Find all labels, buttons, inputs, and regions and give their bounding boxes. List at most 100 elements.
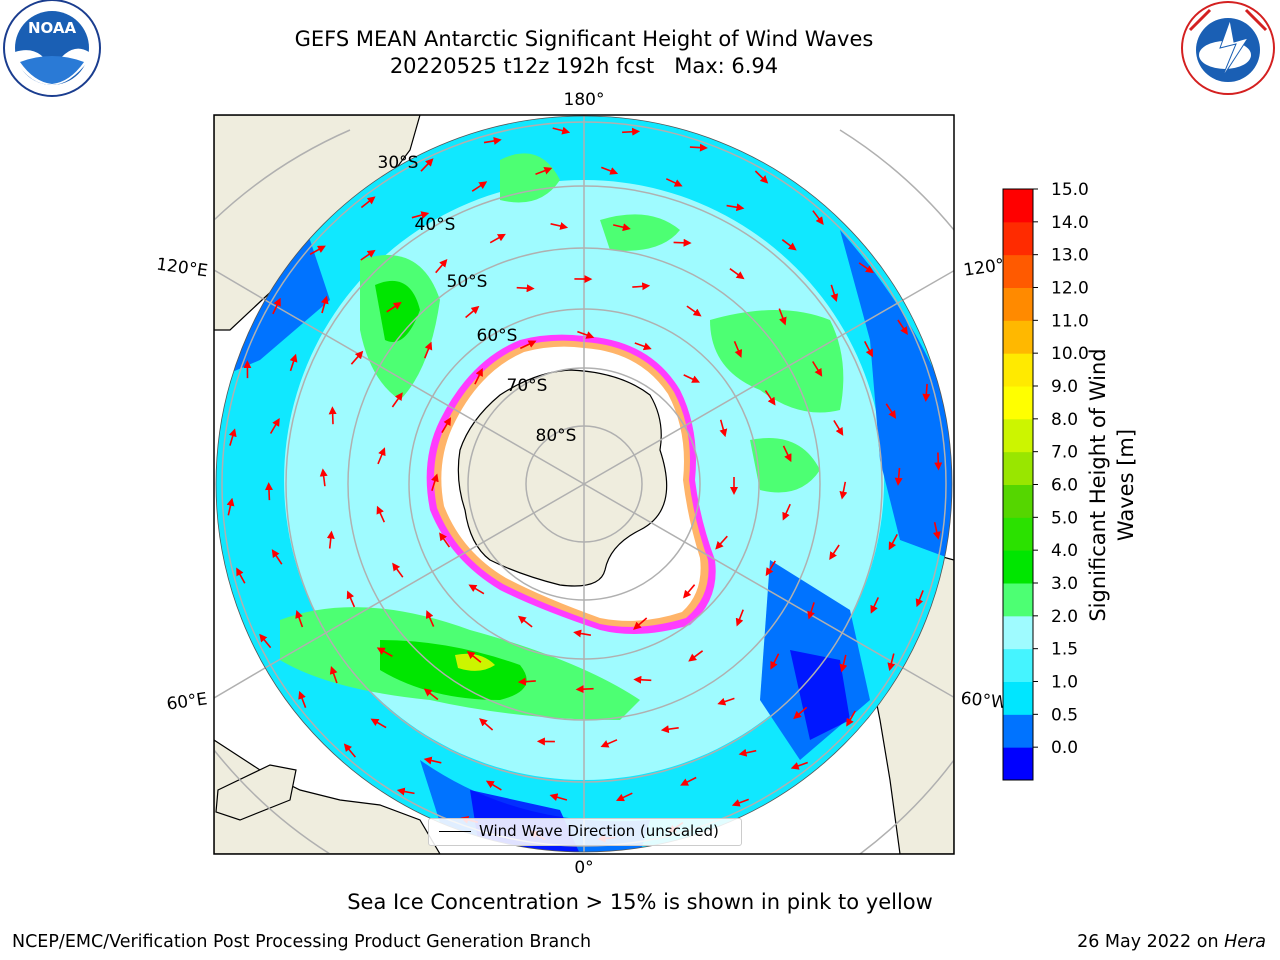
wind-wave-arrow — [846, 710, 856, 727]
wind-wave-arrow — [622, 127, 641, 136]
colorbar-bin — [1003, 681, 1033, 715]
colorbar-bin — [1003, 451, 1033, 485]
colorbar-tick-label: 13.0 — [1051, 246, 1089, 266]
wind-wave-arrow — [423, 688, 439, 701]
wave-green-north2 — [600, 214, 680, 251]
wind-wave-arrow — [858, 262, 874, 274]
wind-wave-arrow — [309, 245, 326, 256]
wind-wave-arrow — [764, 390, 776, 406]
wind-wave-arrow — [660, 725, 679, 734]
wind-wave-arrow — [485, 780, 502, 791]
legend-line-swatch — [439, 831, 471, 832]
lon-label-60e: 60°E — [165, 689, 208, 714]
wind-wave-arrow — [830, 284, 839, 303]
wind-wave-arrow — [320, 295, 329, 314]
colorbar-bin — [1003, 418, 1033, 453]
wind-wave-arrow — [632, 282, 651, 291]
wind-wave-arrow — [392, 562, 404, 578]
wind-wave-arrow — [516, 284, 535, 293]
wind-wave-arrow — [236, 567, 246, 584]
map-title: GEFS MEAN Antarctic Significant Height o… — [294, 27, 874, 51]
wave-green-east2 — [750, 438, 820, 493]
wind-wave-arrow — [735, 609, 744, 627]
colorbar-bin — [1003, 386, 1033, 420]
colorbar-tick-label: 8.0 — [1051, 410, 1078, 430]
colorbar-bin — [1003, 287, 1033, 321]
lon-label-60w: 60°W — [960, 689, 1009, 714]
wind-wave-arrow — [601, 166, 619, 175]
wind-wave-arrow — [793, 706, 808, 720]
wind-wave-arrow — [329, 666, 338, 684]
wind-wave-arrow — [552, 126, 571, 135]
wind-wave-arrow — [465, 305, 480, 319]
lon-label-120w: 120° — [962, 255, 1005, 281]
wind-wave-arrow — [425, 610, 435, 627]
wave-green-east — [710, 310, 844, 413]
wind-wave-arrow — [729, 268, 745, 280]
lat-label-40s: 40°S — [415, 215, 456, 235]
wind-wave-arrow — [782, 445, 792, 463]
wind-wave-arrow — [934, 452, 943, 471]
wind-wave-arrow — [466, 651, 482, 663]
wind-wave-arrow — [226, 497, 235, 516]
wind-wave-arrow — [790, 761, 808, 770]
wind-wave-arrow — [897, 319, 908, 336]
wave-green-indian-core — [380, 640, 527, 700]
wind-wave-arrow — [894, 467, 903, 486]
wind-wave-arrow — [468, 584, 485, 595]
wind-wave-arrow — [298, 690, 307, 708]
wind-wave-arrow — [328, 406, 337, 425]
wind-wave-arrow — [731, 798, 749, 807]
wind-wave-arrow — [615, 792, 633, 802]
colorbar-bin — [1003, 353, 1033, 387]
sea-ice-caption: Sea Ice Concentration > 15% is shown in … — [347, 890, 933, 914]
colorbar-bin — [1003, 615, 1033, 650]
colorbar-tick-label: 12.0 — [1051, 279, 1089, 299]
run-date: 26 May 2022 on Hera — [1077, 932, 1266, 952]
wind-wave-arrow — [839, 654, 848, 673]
wind-wave-arrow — [829, 544, 840, 561]
colorbar-tick-label: 15.0 — [1051, 180, 1089, 200]
colorbar-tick-label: 1.0 — [1051, 673, 1078, 693]
colorbar-tick-label: 11.0 — [1051, 311, 1089, 331]
wind-wave-arrow — [350, 350, 364, 365]
lat-label-60s: 60°S — [477, 326, 518, 346]
wind-wave-arrow — [634, 342, 652, 351]
wind-wave-arrow — [683, 584, 696, 599]
credit-text: NCEP/EMC/Verification Post Processing Pr… — [12, 932, 592, 952]
colorbar-tick-label: 5.0 — [1051, 508, 1078, 528]
colorbar-bin — [1003, 714, 1033, 748]
colorbar-bin — [1003, 747, 1033, 781]
wind-wave-arrow — [289, 353, 298, 372]
wind-wave-arrow — [272, 297, 281, 315]
wind-wave-arrow — [483, 137, 502, 145]
wave-yellow-peak — [455, 653, 495, 671]
wind-wave-arrow — [885, 403, 897, 419]
wind-wave-arrow — [228, 428, 237, 446]
wind-wave-arrow — [754, 170, 769, 184]
lon-label-180: 180° — [564, 90, 605, 110]
wind-wave-arrow — [376, 647, 393, 657]
graticule — [221, 116, 947, 852]
colorbar-tick-label: 7.0 — [1051, 443, 1078, 463]
colorbar-bin — [1003, 583, 1033, 617]
map-frame-content — [214, 115, 954, 854]
wind-wave-arrow — [423, 756, 442, 765]
colorbar-tick-label: 4.0 — [1051, 541, 1078, 561]
legend-label: Wind Wave Direction (unscaled) — [479, 822, 719, 840]
wind-wave-arrow — [812, 210, 824, 225]
colorbar-tick-label: 14.0 — [1051, 213, 1089, 233]
wind-wave-arrow — [633, 675, 652, 684]
wind-wave-arrow — [377, 447, 386, 465]
colorbar-tick-label: 0.5 — [1051, 705, 1078, 725]
colorbar-tick-label: 9.0 — [1051, 377, 1078, 397]
wave-band-blue-east — [840, 230, 952, 560]
wind-wave-arrow — [922, 383, 931, 402]
colorbar: 15.0 14.0 13.0 12.0 11.0 10.0 9.0 8.0 7.0 6.0 5.0 4… — [1002, 180, 1089, 781]
lat-label-70s: 70°S — [507, 376, 548, 396]
wind-wave-arrow — [319, 468, 328, 487]
wind-wave-arrow — [360, 196, 376, 209]
wind-wave-arrow — [376, 505, 386, 523]
wind-wave-arrow — [370, 718, 387, 729]
